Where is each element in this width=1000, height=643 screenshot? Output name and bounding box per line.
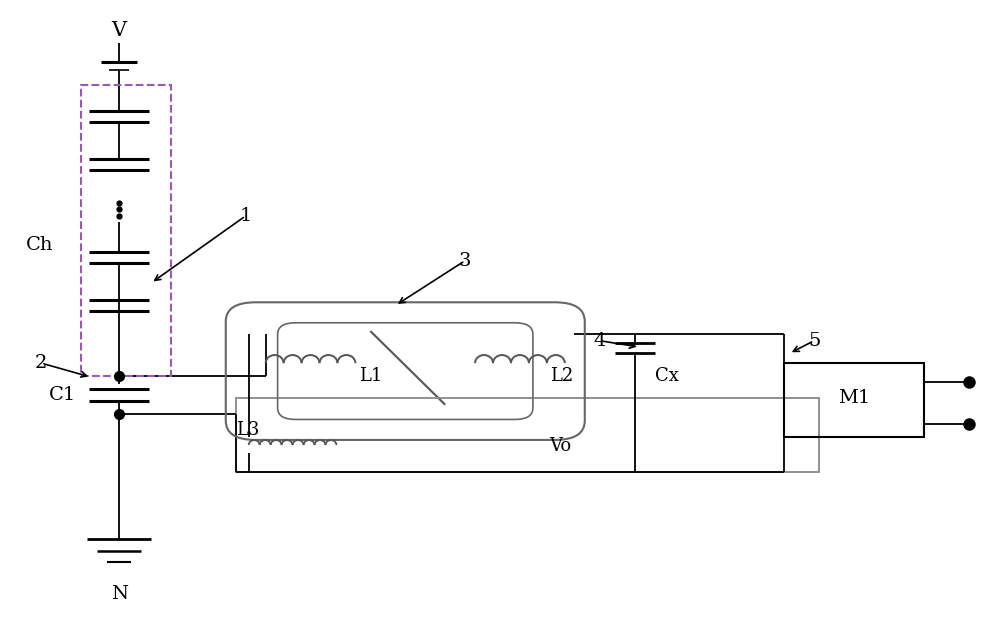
Text: Vo: Vo (549, 437, 571, 455)
Text: L3: L3 (236, 421, 259, 439)
Text: L2: L2 (550, 367, 573, 385)
Text: N: N (111, 584, 128, 602)
Text: 1: 1 (240, 207, 252, 225)
Text: L1: L1 (359, 367, 382, 385)
Bar (81, 85, 171, 376)
Text: 5: 5 (808, 332, 820, 350)
Bar (784, 363, 924, 437)
Text: 4: 4 (594, 332, 606, 350)
Text: C1: C1 (49, 386, 76, 404)
Text: 3: 3 (459, 251, 471, 269)
Text: V: V (111, 21, 127, 40)
Text: Cx: Cx (655, 367, 678, 385)
Text: 2: 2 (35, 354, 47, 372)
Bar (236, 398, 819, 472)
Text: M1: M1 (838, 389, 870, 407)
Text: Ch: Ch (26, 236, 53, 254)
